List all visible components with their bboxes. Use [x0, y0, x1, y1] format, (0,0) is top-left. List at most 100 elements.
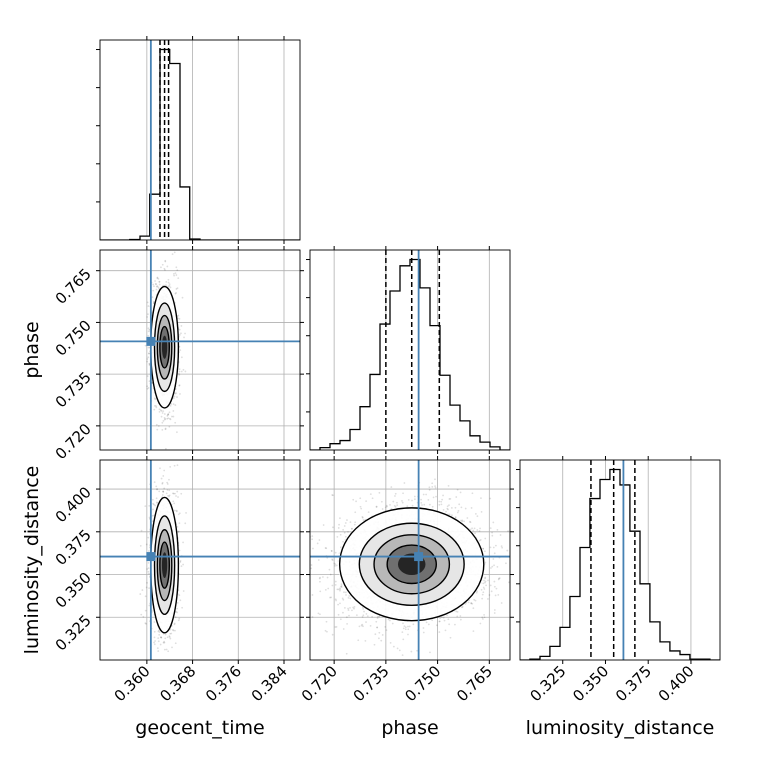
- scatter-point: [162, 475, 164, 477]
- scatter-point: [392, 501, 394, 503]
- scatter-point: [495, 595, 497, 597]
- scatter-point: [463, 520, 465, 522]
- scatter-point: [435, 487, 437, 489]
- y-tick-label: 0.350: [52, 569, 95, 612]
- scatter-point: [145, 610, 147, 612]
- scatter-point: [166, 466, 168, 468]
- scatter-point: [175, 274, 177, 276]
- scatter-point: [175, 495, 177, 497]
- hist-bin: [170, 64, 180, 240]
- hist-panel-geocent_time: [96, 36, 300, 244]
- scatter-point: [155, 485, 157, 487]
- scatter-point: [160, 409, 162, 411]
- joint-content: [100, 457, 300, 676]
- scatter-point: [181, 356, 183, 358]
- y-tick-label: 0.765: [52, 265, 95, 308]
- scatter-point: [159, 411, 161, 413]
- scatter-point: [154, 481, 156, 483]
- scatter-point: [169, 283, 171, 285]
- scatter-point: [181, 607, 183, 609]
- x-tick-label: 0.360: [111, 662, 154, 705]
- scatter-point: [474, 527, 476, 529]
- scatter-point: [423, 504, 425, 506]
- hist-bin: [340, 441, 350, 450]
- scatter-point: [487, 580, 489, 582]
- scatter-point: [180, 332, 182, 334]
- scatter-point: [441, 499, 443, 501]
- scatter-point: [147, 301, 149, 303]
- scatter-point: [172, 410, 174, 412]
- scatter-point: [169, 638, 171, 640]
- scatter-point: [382, 508, 384, 510]
- scatter-point: [146, 358, 148, 360]
- scatter-point: [319, 590, 321, 592]
- scatter-point: [450, 637, 452, 639]
- scatter-point: [500, 534, 502, 536]
- truth-marker: [146, 337, 155, 346]
- hist-bin: [680, 655, 690, 660]
- scatter-point: [176, 608, 178, 610]
- scatter-point: [171, 416, 173, 418]
- scatter-point: [505, 562, 507, 564]
- scatter-point: [396, 504, 398, 506]
- scatter-point: [167, 489, 169, 491]
- scatter-point: [161, 429, 163, 431]
- scatter-point: [169, 411, 171, 413]
- hist-bin: [580, 548, 590, 660]
- joint-content: [266, 460, 526, 661]
- scatter-point: [168, 635, 170, 637]
- hist-bin: [560, 627, 570, 660]
- y-tick-label: 0.735: [52, 368, 95, 411]
- hist-bin: [480, 442, 490, 450]
- scatter-point: [157, 637, 159, 639]
- scatter-point: [154, 643, 156, 645]
- scatter-point: [154, 505, 156, 507]
- scatter-point: [343, 628, 345, 630]
- x-tick-label: 0.400: [655, 662, 698, 705]
- scatter-point: [180, 325, 182, 327]
- scatter-point: [183, 590, 185, 592]
- scatter-point: [158, 634, 160, 636]
- y-tick-label: 0.400: [52, 483, 95, 526]
- scatter-point: [154, 640, 156, 642]
- scatter-point: [172, 629, 174, 631]
- scatter-point: [178, 513, 180, 515]
- scatter-point: [147, 388, 149, 390]
- scatter-point: [475, 513, 477, 515]
- scatter-point: [174, 623, 176, 625]
- scatter-point: [163, 420, 165, 422]
- y-tick-label: 0.375: [52, 526, 95, 569]
- scatter-point: [176, 431, 178, 433]
- scatter-point: [163, 488, 165, 490]
- scatter-point: [312, 548, 314, 550]
- scatter-point: [155, 283, 157, 285]
- scatter-point: [140, 545, 142, 547]
- scatter-point: [388, 619, 390, 621]
- scatter-point: [336, 565, 338, 567]
- scatter-point: [178, 531, 180, 533]
- scatter-point: [154, 631, 156, 633]
- scatter-point: [174, 630, 176, 632]
- scatter-point: [156, 429, 158, 431]
- scatter-point: [163, 661, 165, 663]
- scatter-point: [348, 595, 350, 597]
- hist-bin: [470, 436, 480, 450]
- hist-bin: [380, 324, 390, 450]
- scatter-point: [159, 281, 161, 283]
- x-tick-label: 0.376: [202, 662, 245, 705]
- scatter-point: [162, 412, 164, 414]
- hist-bin: [330, 444, 340, 450]
- scatter-point: [141, 589, 143, 591]
- scatter-point: [179, 599, 181, 601]
- scatter-point: [152, 284, 154, 286]
- scatter-point: [170, 663, 172, 665]
- scatter-point: [176, 288, 178, 290]
- scatter-point: [337, 604, 339, 606]
- scatter-point: [148, 505, 150, 507]
- scatter-point: [179, 371, 181, 373]
- scatter-point: [158, 640, 160, 642]
- scatter-point: [174, 396, 176, 398]
- hist-bin: [640, 584, 650, 660]
